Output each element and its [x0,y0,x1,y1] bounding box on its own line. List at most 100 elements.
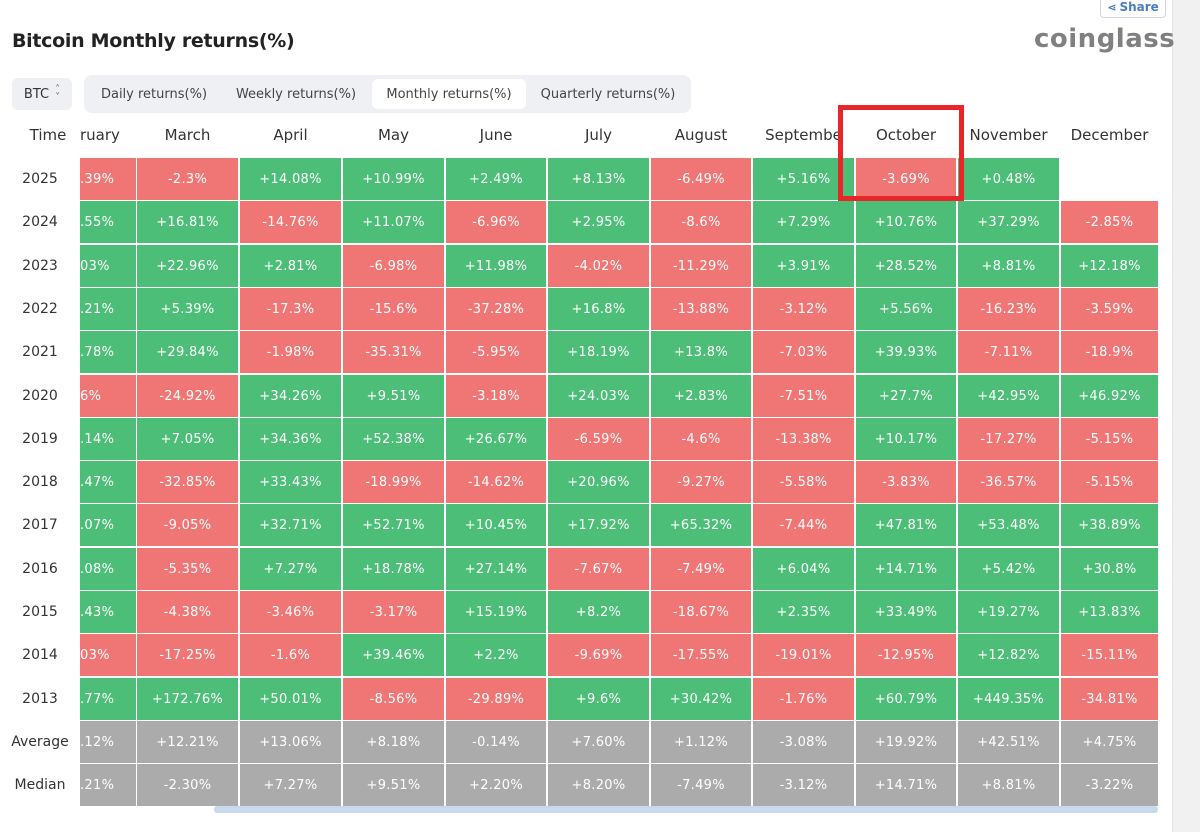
return-cell: .21% [80,764,136,806]
share-button[interactable]: ⋖ Share [1100,0,1166,18]
return-cell: +14.08% [240,158,341,200]
month-header: Septembe [765,126,842,144]
return-cell: -2.30% [137,764,238,806]
return-cell: +65.32% [651,504,751,546]
month-header: October [875,126,937,144]
return-cell: -4.6% [651,418,751,460]
month-header: July [585,126,612,144]
row-label: 2020 [22,388,58,404]
row-label: 2018 [22,474,58,490]
coinglass-logo: coinglass [1034,24,1176,54]
return-cell: -37.28% [446,288,546,330]
month-header: May [377,126,409,144]
return-cell: .21% [80,288,136,330]
return-cell: +42.51% [958,721,1059,763]
return-cell: +33.49% [856,591,956,633]
return-cell: +0.48% [958,158,1059,200]
row-label: 2017 [22,517,58,533]
time-column-header: Time [29,126,67,144]
up-down-chevron-icon: ˄ ˅ [55,84,61,103]
return-cell: -2.3% [137,158,238,200]
row-label: 2014 [22,647,58,663]
return-cell: +13.83% [1061,591,1158,633]
return-cell: -7.51% [753,375,854,417]
return-cell: -14.76% [240,201,341,243]
row-label: 2025 [22,171,58,187]
vertical-scrollbar[interactable] [1172,0,1200,832]
return-cell: .47% [80,461,136,503]
return-cell: +37.29% [958,201,1059,243]
return-cell: +24.03% [548,375,649,417]
return-cell: 6% [80,375,136,417]
return-cell: -7.49% [651,764,751,806]
return-cell: -12.95% [856,634,956,676]
return-cell: +42.95% [958,375,1059,417]
return-cell: +12.82% [958,634,1059,676]
return-cell: -1.6% [240,634,341,676]
return-cell: +19.92% [856,721,956,763]
return-cell: +7.27% [240,548,341,590]
return-cell: -4.38% [137,591,238,633]
row-label: 2016 [22,561,58,577]
tab-daily-returns[interactable]: Daily returns(%) [100,86,208,102]
month-header: June [479,126,513,144]
return-cell: -13.38% [753,418,854,460]
return-cell: -24.92% [137,375,238,417]
return-cell: -1.76% [753,678,854,720]
return-cell: +19.27% [958,591,1059,633]
return-cell: +29.84% [137,331,238,373]
return-cell: +7.27% [240,764,341,806]
return-cell: 03% [80,634,136,676]
return-cell: -3.08% [753,721,854,763]
tab-weekly-returns[interactable]: Weekly returns(%) [235,86,357,102]
return-cell: +50.01% [240,678,341,720]
return-cell: -4.02% [548,245,649,287]
return-cell: +2.81% [240,245,341,287]
return-cell: +18.78% [343,548,444,590]
return-cell: +12.21% [137,721,238,763]
return-cell: -3.69% [856,158,956,200]
return-cell: +52.38% [343,418,444,460]
return-cell: -5.58% [753,461,854,503]
return-cell: +8.13% [548,158,649,200]
return-cell: .55% [80,201,136,243]
return-cell: .43% [80,591,136,633]
return-cell: -7.44% [753,504,854,546]
return-cell: +2.49% [446,158,546,200]
return-cell: -7.03% [753,331,854,373]
row-label: 2024 [22,214,58,230]
return-cell: +2.35% [753,591,854,633]
return-cell: +4.75% [1061,721,1158,763]
return-cell: -9.05% [137,504,238,546]
return-cell: +1.12% [651,721,751,763]
coin-select[interactable]: BTC ˄ ˅ [12,78,72,110]
tab-monthly-returns[interactable]: Monthly returns(%) [372,79,526,109]
return-cell: -3.59% [1061,288,1158,330]
return-cell: +9.51% [343,375,444,417]
returns-tab-bar: Daily returns(%) Weekly returns(%) Month… [84,75,691,113]
return-cell: +8.81% [958,245,1059,287]
horizontal-scrollbar[interactable] [214,806,1158,813]
return-cell: +17.92% [548,504,649,546]
return-cell: -5.15% [1061,418,1158,460]
return-cell: +27.7% [856,375,956,417]
return-cell: +18.19% [548,331,649,373]
return-cell: +39.93% [856,331,956,373]
return-cell: +13.8% [651,331,751,373]
row-label: Average [11,734,69,750]
return-cell: -8.6% [651,201,751,243]
return-cell: +60.79% [856,678,956,720]
return-cell: .14% [80,418,136,460]
tab-quarterly-returns[interactable]: Quarterly returns(%) [540,86,676,102]
return-cell: -9.27% [651,461,751,503]
return-cell: +53.48% [958,504,1059,546]
return-cell: +39.46% [343,634,444,676]
return-cell: -3.12% [753,764,854,806]
return-cell: +10.17% [856,418,956,460]
return-cell: .39% [80,158,136,200]
return-cell: .78% [80,331,136,373]
return-cell: +5.42% [958,548,1059,590]
month-header: April [273,126,308,144]
return-cell: -2.85% [1061,201,1158,243]
